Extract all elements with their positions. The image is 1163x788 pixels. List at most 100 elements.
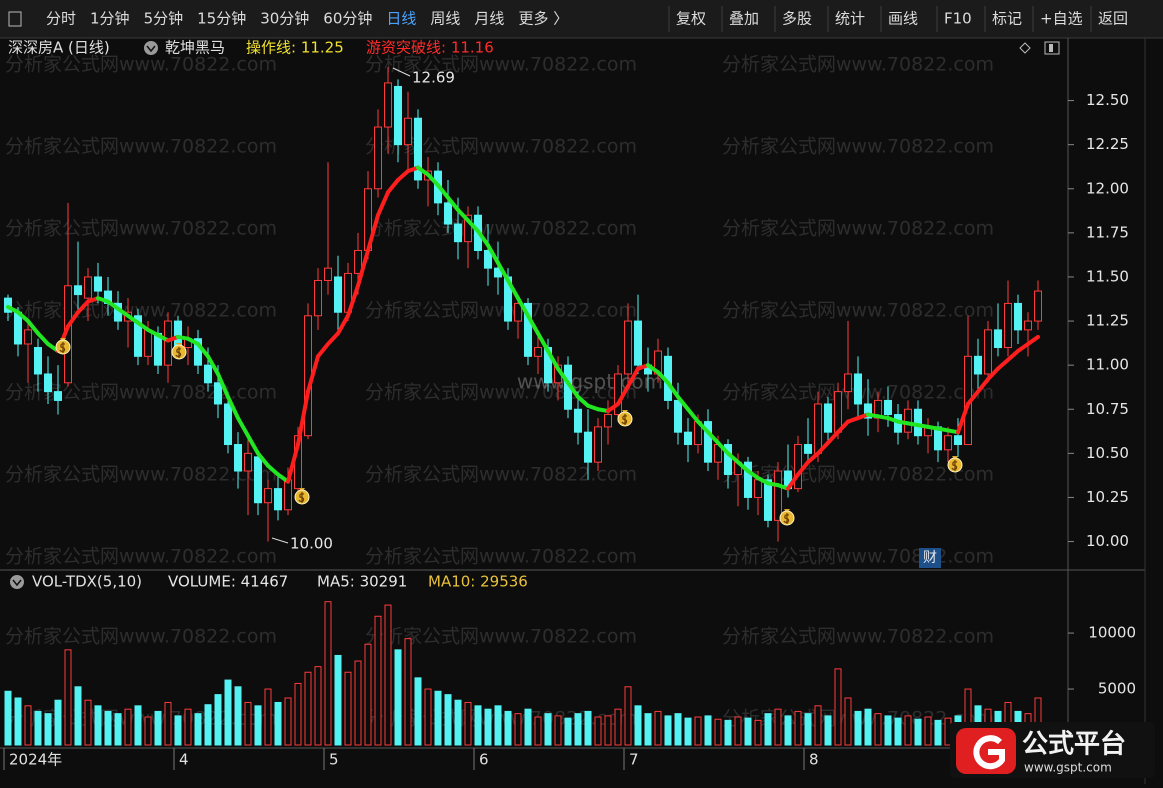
volume-bar	[794, 710, 802, 746]
y-tick-label: 10.25	[1086, 488, 1129, 506]
indicator-line	[386, 177, 400, 195]
y-tick-label: 5000	[1098, 680, 1136, 698]
indicator-line	[826, 430, 840, 445]
diamond-icon[interactable]	[1019, 42, 1031, 54]
toolbar-button[interactable]: 标记	[992, 10, 1022, 28]
toolbar-button[interactable]: 返回	[1098, 10, 1128, 28]
dropdown-icon[interactable]	[10, 575, 24, 589]
candle-body	[484, 250, 492, 269]
volume-bar	[894, 717, 902, 746]
indicator-line	[196, 341, 210, 359]
volume-bar	[524, 708, 532, 746]
dropdown-icon[interactable]	[144, 41, 158, 55]
toolbar-tab[interactable]: 分时	[46, 10, 76, 28]
volume-bar	[624, 686, 632, 746]
watermark: 分析家公式网www.70822.com	[722, 300, 994, 322]
indicator-line	[16, 310, 30, 324]
indicator-line	[36, 331, 50, 346]
volume-bar	[544, 713, 552, 746]
y-tick-label: 12.25	[1086, 135, 1129, 153]
watermark: 分析家公式网www.70822.com	[365, 626, 637, 648]
toolbar-tab[interactable]: 日线	[386, 10, 416, 28]
toolbar-tab[interactable]: 1分钟	[90, 10, 130, 28]
candle-body	[684, 431, 692, 446]
window-icon[interactable]	[1044, 41, 1060, 55]
toolbar-button[interactable]: F10	[944, 10, 972, 28]
candle-body	[824, 403, 832, 433]
candle-body	[324, 267, 332, 281]
toolbar-tab[interactable]: 月线	[474, 10, 504, 28]
finance-marker-label: 财	[923, 550, 937, 566]
volume-bar	[854, 710, 862, 746]
volume-bar	[294, 682, 302, 746]
indicator-line	[66, 310, 80, 329]
volume-bar	[734, 716, 742, 746]
volume-bar	[754, 719, 762, 746]
indicator-line	[356, 248, 370, 288]
toolbar-button[interactable]: 叠加	[729, 10, 759, 28]
indicator-line	[686, 407, 700, 424]
volume-bar	[804, 713, 812, 746]
candle-body	[44, 373, 52, 393]
candle-body	[744, 461, 752, 498]
toolbar-icon[interactable]	[8, 11, 22, 27]
toolbar-tab[interactable]: 15分钟	[197, 10, 246, 28]
indicator-line	[996, 357, 1010, 371]
volume-bar	[334, 654, 342, 746]
volume-bar	[54, 699, 62, 746]
volume-bar	[884, 715, 892, 746]
indicator-line	[676, 394, 690, 412]
indicator-line	[556, 366, 570, 385]
candle-body	[274, 488, 282, 511]
candle-body	[134, 315, 142, 357]
indicator-line	[126, 313, 140, 325]
volume-bar	[534, 716, 542, 746]
volume-bar	[304, 671, 312, 746]
toolbar-button[interactable]: 复权	[676, 10, 706, 28]
volume-bar	[474, 705, 482, 746]
y-tick-label: 12.50	[1086, 91, 1129, 109]
indicator-line	[716, 440, 730, 456]
watermark: 分析家公式网www.70822.com	[365, 300, 637, 322]
watermark: 分析家公式网www.70822.com	[365, 218, 637, 240]
volume-bar	[774, 708, 782, 746]
watermarks: 分析家公式网www.70822.com 分析家公式网www.70822.com 分析…	[5, 54, 994, 730]
indicator-line	[316, 341, 330, 359]
annotation-arrow	[271, 537, 289, 544]
indicator-line	[786, 472, 800, 491]
toolbar-tab[interactable]: 5分钟	[144, 10, 184, 28]
indicator-line	[976, 377, 990, 394]
toolbar-tab[interactable]: 更多 〉	[518, 10, 568, 28]
volume-bar	[254, 705, 262, 746]
volume-bar	[464, 701, 472, 746]
x-tick-label: 4	[179, 751, 189, 769]
finance-marker[interactable]	[919, 548, 941, 568]
candle-body	[264, 488, 272, 504]
volume-bar	[514, 713, 522, 746]
toolbar-tab[interactable]: 30分钟	[260, 10, 309, 28]
candle-body	[754, 479, 762, 498]
toolbar-button[interactable]: +自选	[1040, 10, 1083, 28]
volume-bar	[214, 694, 222, 746]
toolbar-tab[interactable]: 周线	[430, 10, 460, 28]
volume-bar	[644, 713, 652, 746]
indicator-line	[206, 354, 220, 376]
volume-bar	[374, 615, 382, 746]
candle-body	[84, 276, 92, 299]
candle-body	[454, 223, 462, 243]
toolbar-button[interactable]: 多股	[782, 10, 812, 28]
window-icon-inner	[1049, 44, 1053, 52]
indicator-line	[466, 218, 480, 234]
candle-body	[54, 391, 62, 401]
candle-body	[164, 320, 172, 366]
toolbar-button[interactable]: 统计	[835, 10, 865, 28]
toolbar-tab[interactable]: 60分钟	[323, 10, 372, 28]
candle-body	[74, 285, 82, 296]
volume-bar	[744, 717, 752, 746]
indicator-line	[546, 349, 560, 371]
volume-bar	[364, 643, 372, 746]
x-tick-label: 8	[809, 751, 819, 769]
volume-bar	[814, 705, 822, 746]
toolbar-button[interactable]: 画线	[888, 10, 918, 28]
